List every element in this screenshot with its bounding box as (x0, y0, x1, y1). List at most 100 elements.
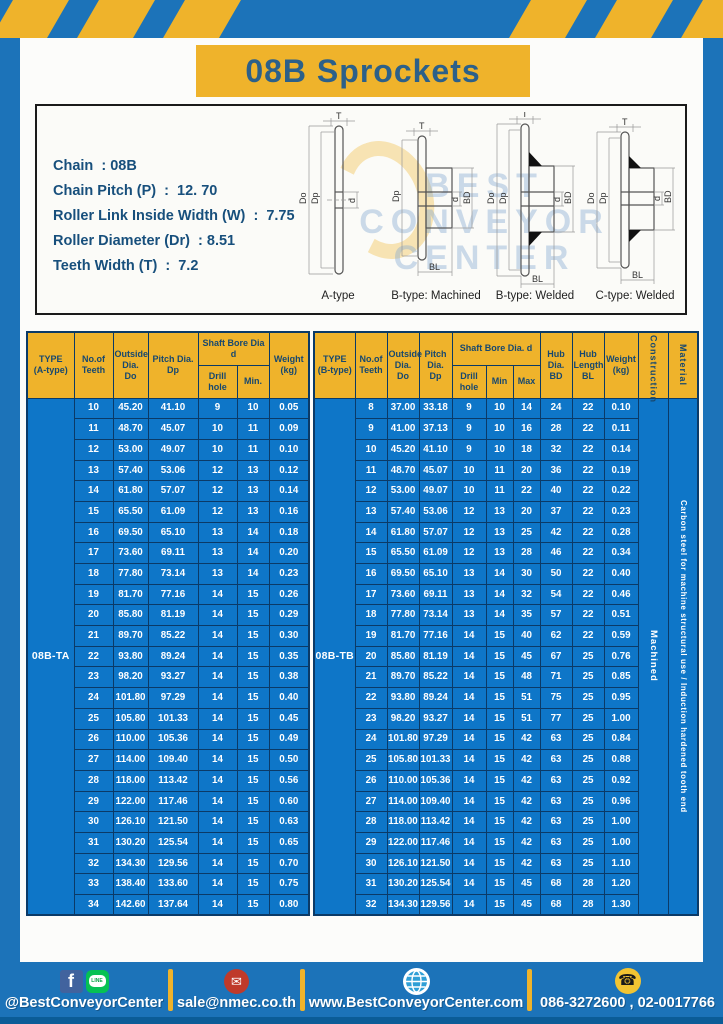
table-cell: 15 (236, 604, 270, 627)
table-cell: 13 (451, 583, 487, 606)
line-icon: LINE (85, 969, 109, 993)
table-cell: 11 (236, 438, 270, 461)
table-cell: 35 (512, 604, 541, 627)
table-cell: 18 (354, 604, 388, 627)
table-cell: 0.10 (268, 438, 310, 461)
table-cell: 11 (73, 418, 114, 440)
table-cell: 0.45 (268, 707, 310, 730)
table-cell: 109.40 (147, 749, 199, 771)
table-cell: 61.80 (386, 521, 420, 544)
table-row: 19 81.70 77.16 14 15 0.26 (27, 583, 310, 606)
table-cell: 0.14 (603, 438, 639, 461)
table-cell: 14 (451, 645, 487, 668)
table-cell: 25 (571, 749, 605, 771)
table-cell: 1.00 (603, 811, 639, 833)
table-cell: 14 (197, 811, 238, 833)
col-header-shaft-bore: Shaft Bore Dia. d (451, 331, 541, 366)
table-cell: 22 (571, 397, 605, 420)
table-cell: 22 (571, 418, 605, 440)
table-cell: 13 (485, 500, 514, 523)
table-cell: 14 (451, 625, 487, 647)
table-cell: 22 (571, 625, 605, 647)
table-row: 24 101.80 97.29 14 15 42 63 25 0.84 (314, 728, 698, 751)
table-cell: 129.56 (147, 852, 199, 875)
table-cell: 0.19 (603, 459, 639, 482)
table-cell: 16 (354, 563, 388, 585)
table-cell: 126.10 (112, 811, 149, 833)
table-cell: 73.14 (147, 563, 199, 585)
table-cell: 65.50 (112, 500, 149, 523)
table-a-type: TYPE (A-type) No.of Teeth Outside Dia. D… (26, 331, 311, 917)
table-cell: 14 (197, 790, 238, 813)
table-cell: 81.70 (112, 583, 149, 606)
table-cell: 14 (451, 831, 487, 854)
table-cell: 14 (73, 480, 114, 502)
table-cell: 32 (539, 438, 573, 461)
col-header-weight: Weight (kg) (603, 331, 639, 399)
table-cell: 0.28 (603, 521, 639, 544)
table-cell: 9 (354, 418, 388, 440)
table-cell: 20 (73, 604, 114, 627)
table-cell: 14 (197, 707, 238, 730)
table-cell: 14 (197, 645, 238, 668)
table-cell: 130.20 (112, 831, 149, 854)
table-cell: 19 (73, 583, 114, 606)
table-cell: 15 (236, 687, 270, 709)
table-cell: 68 (539, 894, 573, 916)
table-cell: 25 (571, 790, 605, 813)
table-cell: 62 (539, 625, 573, 647)
table-cell: 25 (571, 811, 605, 833)
table-cell: 10 (485, 397, 514, 420)
table-cell: 15 (485, 852, 514, 875)
table-cell: 30 (512, 563, 541, 585)
table-cell: 0.56 (268, 769, 310, 792)
table-cell: 0.50 (268, 749, 310, 771)
table-row: 28 118.00 113.42 14 15 0.56 (27, 769, 310, 792)
dim-label-bd: BD (462, 191, 472, 204)
table-cell: 12 (197, 500, 238, 523)
table-cell: 89.24 (147, 645, 199, 668)
table-row: 16 69.50 65.10 13 14 30 50 22 0.40 (314, 563, 698, 585)
sprocket-drawing-a: T Do Dp d (298, 112, 359, 275)
dim-label-d: d (347, 198, 357, 203)
table-cell: 24 (354, 728, 388, 751)
table-cell: 24 (539, 397, 573, 420)
table-cell: 142.60 (112, 894, 149, 916)
table-cell: 1.10 (603, 852, 639, 875)
table-cell: 14 (197, 604, 238, 627)
table-row: 08B-TB 8 37.00 33.18 9 10 14 24 22 0.10 Machined Ca… (313, 397, 699, 916)
table-cell: 27 (354, 790, 388, 813)
table-cell: 22 (571, 480, 605, 502)
table-cell: 61.09 (418, 542, 453, 564)
table-cell: 22 (571, 459, 605, 482)
table-row: 26 110.00 105.36 14 15 0.49 (27, 728, 310, 751)
phone-icon: ☎ (614, 968, 641, 994)
footer-divider (527, 968, 532, 1011)
table-cell: 10 (485, 418, 514, 440)
table-cell: 15 (485, 811, 514, 833)
diagram-caption: B-type: Machined (391, 290, 481, 302)
table-cell: 25 (571, 852, 605, 875)
table-cell: 46 (539, 542, 573, 564)
table-cell: 1.20 (603, 873, 639, 895)
table-cell: 15 (485, 707, 514, 730)
col-header-weight: Weight (kg) (268, 331, 310, 399)
table-row: 31 130.20 125.54 14 15 45 68 28 1.20 (314, 873, 698, 895)
table-cell: 53.00 (112, 438, 149, 461)
table-cell: 15 (236, 790, 270, 813)
table-row: 32 134.30 129.56 14 15 45 68 28 1.30 (314, 894, 698, 916)
table-cell: 63 (539, 790, 573, 813)
title-banner: 08B Sprockets (196, 45, 530, 97)
table-cell: 14 (236, 521, 270, 544)
table-cell: 15 (236, 749, 270, 771)
table-cell: 122.00 (386, 831, 420, 854)
table-cell: 77.80 (112, 563, 149, 585)
col-header-hub-dia: Hub Dia. BD (539, 331, 573, 399)
table-row: 19 81.70 77.16 14 15 40 62 22 0.59 (314, 625, 698, 647)
table-row: 25 105.80 101.33 14 15 42 63 25 0.88 (314, 749, 698, 771)
table-cell: 0.09 (268, 418, 310, 440)
table-cell: 0.16 (268, 500, 310, 523)
table-cell: 51 (512, 687, 541, 709)
table-cell: 41.10 (147, 397, 199, 420)
col-header-max: Max (512, 364, 541, 399)
